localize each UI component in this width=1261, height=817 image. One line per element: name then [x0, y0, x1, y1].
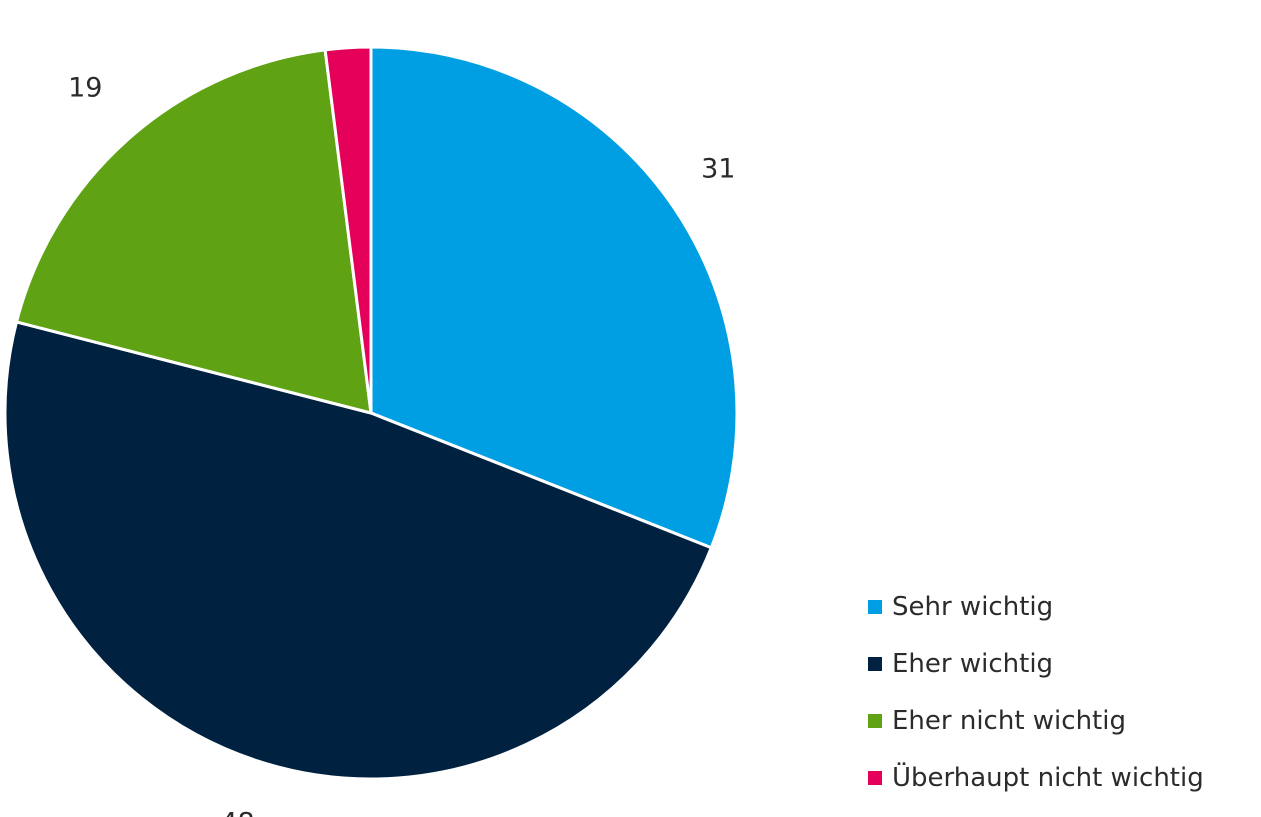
pie-slices [3, 45, 739, 781]
legend-label-ueberhaupt-nicht-wichtig: Überhaupt nicht wichtig [892, 762, 1204, 793]
legend-item-eher-nicht-wichtig: Eher nicht wichtig [868, 701, 1204, 740]
legend-swatch-eher-wichtig [868, 656, 882, 671]
legend-swatch-eher-nicht-wichtig [868, 713, 882, 728]
legend-label-sehr-wichtig: Sehr wichtig [892, 591, 1054, 622]
legend-item-sehr-wichtig: Sehr wichtig [868, 587, 1204, 626]
data-label-sehr-wichtig: 31 [701, 154, 735, 185]
data-label-eher-wichtig: 48 [220, 807, 254, 817]
legend-label-eher-wichtig: Eher wichtig [892, 648, 1054, 679]
legend-item-eher-wichtig: Eher wichtig [868, 644, 1204, 683]
legend-swatch-ueberhaupt-nicht-wichtig [868, 770, 882, 785]
legend: Sehr wichtig Eher wichtig Eher nicht wic… [868, 587, 1204, 815]
pie-slice-eher-nicht-wichtig [14, 48, 373, 415]
legend-item-ueberhaupt-nicht-wichtig: Überhaupt nicht wichtig [868, 758, 1204, 797]
legend-swatch-sehr-wichtig [868, 599, 882, 614]
data-label-ueberhaupt-nicht-wichtig: 2 [335, 0, 352, 6]
pie-slice-ueberhaupt-nicht-wichtig [323, 45, 373, 415]
legend-label-eher-nicht-wichtig: Eher nicht wichtig [892, 705, 1126, 736]
pie-slice-eher-wichtig [3, 320, 713, 781]
pie-data-labels: 31 48 19 2 [68, 0, 735, 817]
data-label-eher-nicht-wichtig: 19 [68, 72, 102, 103]
pie-slice-sehr-wichtig [369, 45, 739, 550]
